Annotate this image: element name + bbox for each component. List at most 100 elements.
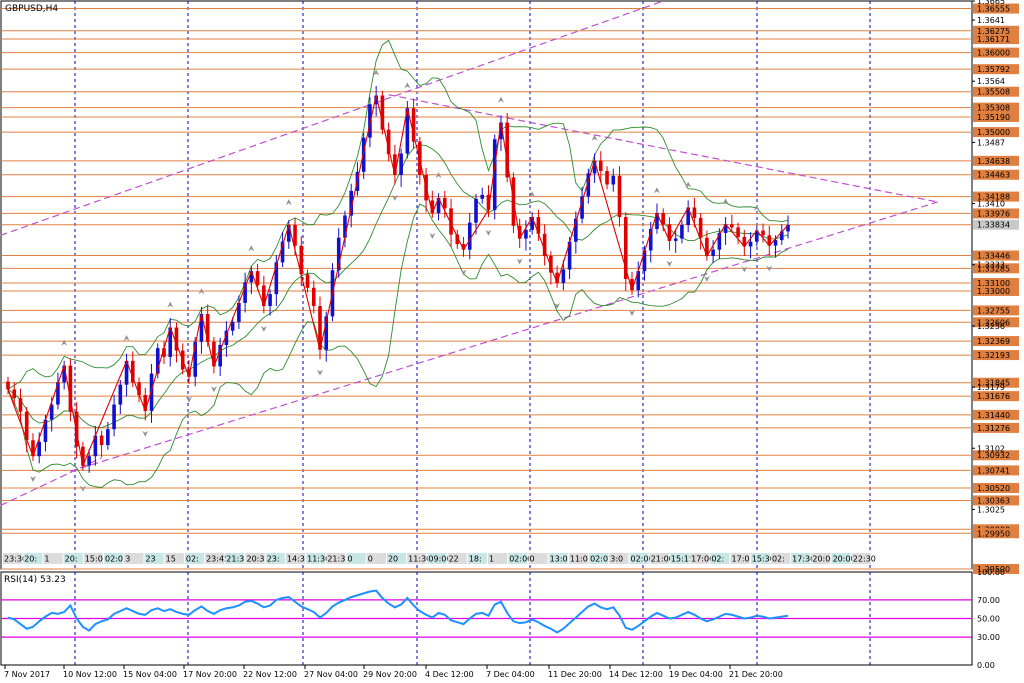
price-tag-box xyxy=(973,350,1019,361)
zigzag-line xyxy=(7,95,789,468)
timestamp-box xyxy=(407,553,427,564)
rsi-panel[interactable]: RSI(14) 53.23 100.00 70.00 50.00 30.00 0.00 xyxy=(0,568,1005,670)
timestamp-box xyxy=(669,553,690,564)
candle-body xyxy=(112,404,116,430)
candle-body xyxy=(168,327,173,357)
trendline xyxy=(0,457,102,506)
fractal-up-icon xyxy=(753,204,760,211)
timestamp-box xyxy=(184,553,205,564)
candle-body xyxy=(287,225,291,242)
price-tick-label: 1.3102 xyxy=(977,444,1005,453)
timestamp-label: 21:3 xyxy=(226,555,244,564)
timestamp-label: 23:45 xyxy=(206,555,229,564)
fractal-down-icon xyxy=(79,485,86,492)
timestamp-box xyxy=(265,553,285,564)
candle-body xyxy=(137,382,141,396)
candle-body xyxy=(162,348,166,357)
candle-body xyxy=(430,200,435,214)
candle-body xyxy=(779,231,784,241)
price-tag-box xyxy=(973,336,1019,347)
price-tag-box xyxy=(973,191,1019,202)
timestamp-box xyxy=(710,553,730,564)
fractal-down-icon xyxy=(460,269,467,276)
timestamp-box xyxy=(43,553,63,564)
candle-body xyxy=(443,198,447,209)
fractal-down-icon xyxy=(485,229,492,236)
candle-body xyxy=(262,285,266,307)
fractal-down-icon xyxy=(629,310,635,317)
time-label: 29 Nov 20:00 xyxy=(363,670,417,679)
price-tag-label: 1.32193 xyxy=(977,351,1010,360)
candle-body xyxy=(449,208,453,235)
timestamp-label: 17:30 xyxy=(792,555,815,564)
candle-body xyxy=(361,137,366,172)
rsi-level-lines xyxy=(1,599,972,638)
timestamp-box xyxy=(811,553,831,564)
rsi-line xyxy=(7,589,789,634)
price-level-tag: 1.35508 xyxy=(973,86,1019,97)
timestamp-box xyxy=(427,553,447,564)
candle-body xyxy=(480,194,485,199)
fractal-markers xyxy=(29,69,773,492)
candle-body xyxy=(617,175,622,218)
candle-body xyxy=(243,282,247,303)
candle-body xyxy=(274,262,279,295)
price-level-tag: 1.30520 xyxy=(973,482,1019,493)
candle-body xyxy=(630,279,634,291)
candle-body xyxy=(486,194,491,210)
fractal-up-icon xyxy=(285,199,292,206)
time-label: 19 Dec 04:00 xyxy=(669,670,723,679)
candle-body xyxy=(755,230,759,242)
price-tag-box xyxy=(973,263,1019,274)
timestamp-box xyxy=(548,553,568,564)
fractal-down-icon xyxy=(391,194,398,201)
price-level-tag: 1.35792 xyxy=(973,64,1019,75)
fractal-up-icon xyxy=(722,198,729,205)
fractal-up-icon xyxy=(653,187,660,194)
rsi-tick-label: 100.00 xyxy=(977,568,1005,577)
timestamp-box xyxy=(164,553,184,564)
timestamp-label: 22 xyxy=(449,555,459,564)
candle-body xyxy=(561,269,566,284)
timestamp-box xyxy=(285,553,306,564)
trendline xyxy=(388,94,938,203)
price-tag-box xyxy=(973,250,1019,261)
timestamp-box xyxy=(205,553,225,564)
timestamp-box xyxy=(609,553,629,564)
fractal-up-icon xyxy=(123,335,130,342)
candle-body xyxy=(567,241,572,270)
candle-body xyxy=(212,341,216,367)
candle-body xyxy=(374,95,378,105)
fractal-down-icon xyxy=(516,258,523,265)
price-level-tag: 1.33446 xyxy=(973,250,1019,261)
candle-body xyxy=(62,365,66,383)
price-level-tag: 1.34463 xyxy=(973,169,1019,180)
candle-body xyxy=(205,313,210,342)
price-tag-label: 1.30741 xyxy=(977,466,1010,475)
candle-body xyxy=(74,411,79,447)
price-tick-label: 1.3256 xyxy=(977,322,1005,331)
fractal-up-icon xyxy=(373,69,380,76)
candle-body xyxy=(549,256,553,273)
price-level-tag: 1.34188 xyxy=(973,191,1019,202)
price-tag-label: 1.33100 xyxy=(977,279,1010,288)
price-tag-box xyxy=(973,278,1019,289)
price-level-tag: 1.33100 xyxy=(973,278,1019,289)
fractal-down-icon xyxy=(766,265,773,272)
timestamp-box xyxy=(528,553,548,564)
timestamp-box xyxy=(83,553,104,564)
timestamp-label: 22:30 xyxy=(853,555,876,564)
price-level-tag: 1.32755 xyxy=(973,305,1019,316)
timestamp-label: 20:00 xyxy=(833,555,856,564)
candle-body xyxy=(530,217,534,230)
timestamp-box xyxy=(245,553,265,564)
candle-body xyxy=(49,404,54,420)
timestamp-label: 02: xyxy=(186,555,199,564)
price-tag-box xyxy=(973,34,1019,45)
price-level-tag: 1.31276 xyxy=(973,422,1019,433)
price-level-tag: 1.32606 xyxy=(973,317,1019,328)
price-tag-box xyxy=(973,169,1019,180)
